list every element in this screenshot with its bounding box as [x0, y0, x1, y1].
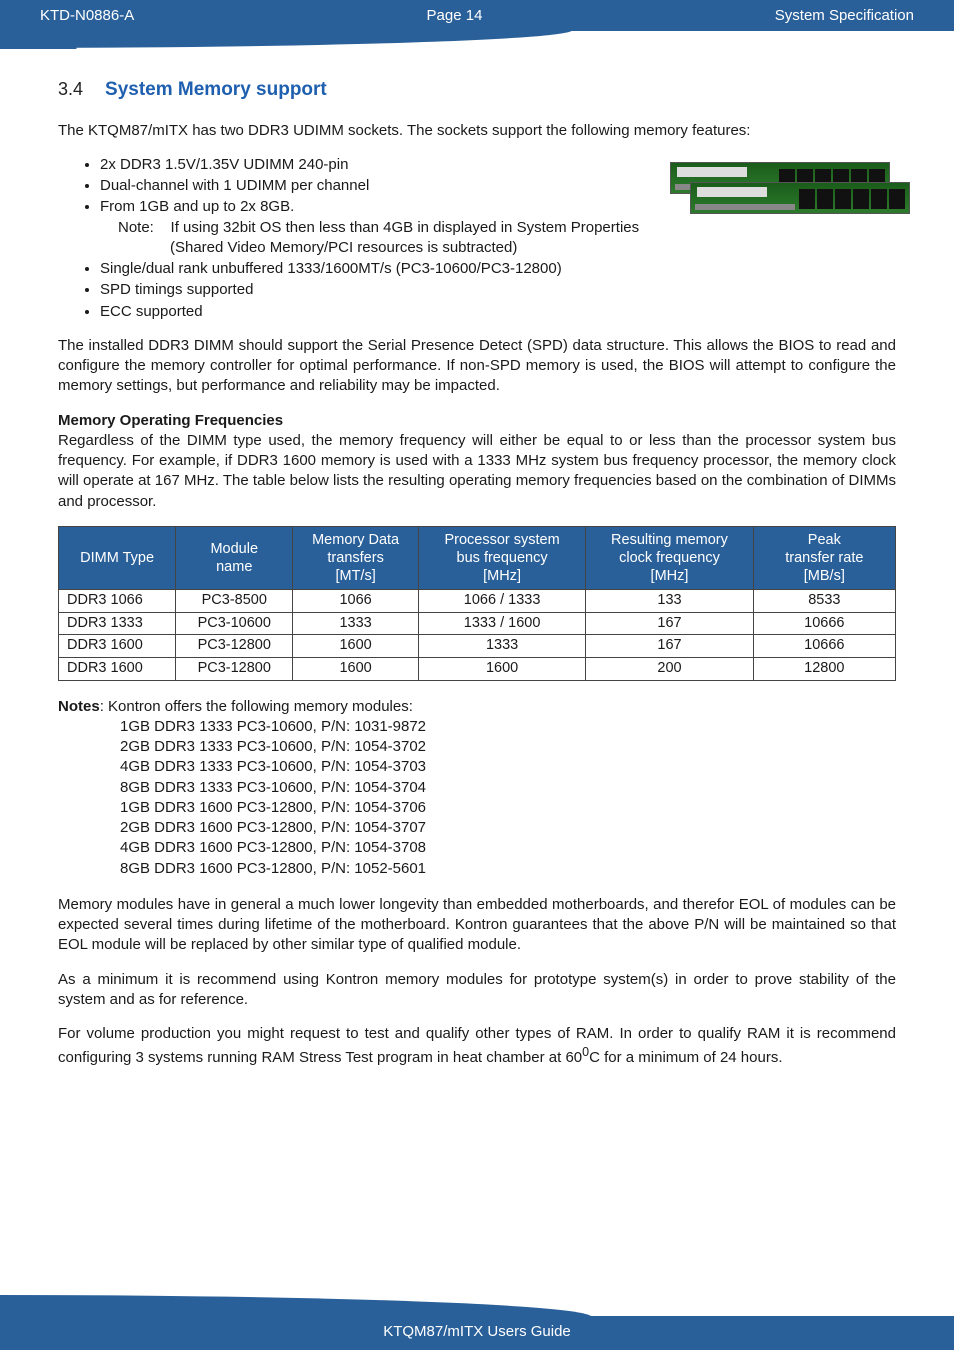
- volume-paragraph: For volume production you might request …: [58, 1024, 896, 1069]
- page-footer-wrap: KTQM87/mITX Users Guide: [0, 1294, 954, 1350]
- header-section-title: System Specification: [775, 7, 954, 24]
- table-cell: DDR3 1600: [59, 657, 176, 680]
- section-heading: 3.4 System Memory support: [58, 77, 896, 103]
- table-cell: PC3-12800: [176, 657, 293, 680]
- table-cell: 1600: [293, 635, 419, 658]
- list-item-text: From 1GB and up to 2x 8GB.: [100, 198, 294, 215]
- table-header: DIMM Type: [59, 526, 176, 589]
- table-cell: 8533: [753, 590, 895, 613]
- table-cell: 1333: [293, 612, 419, 635]
- table-row: DDR3 1333 PC3-10600 1333 1333 / 1600 167…: [59, 612, 896, 635]
- table-cell: DDR3 1066: [59, 590, 176, 613]
- table-cell: 1333: [418, 635, 585, 658]
- table-cell: PC3-12800: [176, 635, 293, 658]
- note-text: If using 32bit OS then less than 4GB in …: [171, 219, 640, 236]
- table-cell: 1600: [293, 657, 419, 680]
- footer-curve-decoration: [0, 1294, 954, 1316]
- table-header: Resulting memoryclock frequency[MHz]: [586, 526, 753, 589]
- table-cell: 1600: [418, 657, 585, 680]
- header-page-number: Page 14: [134, 7, 775, 24]
- frequency-table: DIMM Type Modulename Memory Datatransfer…: [58, 526, 896, 681]
- table-cell: PC3-10600: [176, 612, 293, 635]
- minimum-paragraph: As a minimum it is recommend using Kontr…: [58, 970, 896, 1011]
- note-line: Note: If using 32bit OS then less than 4…: [118, 218, 896, 238]
- ram-module-image: [670, 162, 910, 220]
- notes-lead-text: : Kontron offers the following memory mo…: [100, 698, 413, 715]
- table-row: DDR3 1066 PC3-8500 1066 1066 / 1333 133 …: [59, 590, 896, 613]
- section-title: System Memory support: [105, 79, 327, 100]
- mof-paragraph: Regardless of the DIMM type used, the me…: [58, 431, 896, 512]
- table-body: DDR3 1066 PC3-8500 1066 1066 / 1333 133 …: [59, 590, 896, 680]
- module-item: 8GB DDR3 1333 PC3-10600, P/N: 1054-3704: [120, 778, 896, 798]
- list-item: Single/dual rank unbuffered 1333/1600MT/…: [100, 259, 896, 279]
- table-cell: 10666: [753, 612, 895, 635]
- module-item: 2GB DDR3 1333 PC3-10600, P/N: 1054-3702: [120, 737, 896, 757]
- notes-block: Notes: Kontron offers the following memo…: [58, 697, 896, 879]
- mof-heading: Memory Operating Frequencies: [58, 411, 896, 431]
- table-row: DDR3 1600 PC3-12800 1600 1333 167 10666: [59, 635, 896, 658]
- module-item: 1GB DDR3 1333 PC3-10600, P/N: 1031-9872: [120, 717, 896, 737]
- table-cell: 12800: [753, 657, 895, 680]
- modules-list: 1GB DDR3 1333 PC3-10600, P/N: 1031-9872 …: [120, 717, 896, 879]
- module-item: 2GB DDR3 1600 PC3-12800, P/N: 1054-3707: [120, 818, 896, 838]
- table-header: Processor systembus frequency[MHz]: [418, 526, 585, 589]
- note-label: Note:: [118, 219, 154, 236]
- table-cell: 167: [586, 612, 753, 635]
- table-row: DDR3 1600 PC3-12800 1600 1600 200 12800: [59, 657, 896, 680]
- table-header: Memory Datatransfers[MT/s]: [293, 526, 419, 589]
- table-header: Modulename: [176, 526, 293, 589]
- ram-stick-icon: [690, 182, 910, 214]
- intro-paragraph: The KTQM87/mITX has two DDR3 UDIMM socke…: [58, 121, 896, 141]
- list-item: SPD timings supported: [100, 280, 896, 300]
- page-footer: KTQM87/mITX Users Guide: [0, 1316, 954, 1350]
- note-line: (Shared Video Memory/PCI resources is su…: [170, 238, 896, 258]
- table-cell: 10666: [753, 635, 895, 658]
- table-cell: 200: [586, 657, 753, 680]
- table-cell: 1066 / 1333: [418, 590, 585, 613]
- volume-text-b: C for a minimum of 24 hours.: [589, 1049, 782, 1066]
- page-header: KTD-N0886-A Page 14 System Specification: [0, 0, 954, 31]
- eol-paragraph: Memory modules have in general a much lo…: [58, 895, 896, 956]
- module-item: 4GB DDR3 1600 PC3-12800, P/N: 1054-3708: [120, 838, 896, 858]
- spd-paragraph: The installed DDR3 DIMM should support t…: [58, 336, 896, 397]
- notes-lead: Notes: Kontron offers the following memo…: [58, 697, 896, 717]
- table-cell: DDR3 1333: [59, 612, 176, 635]
- table-header-row: DIMM Type Modulename Memory Datatransfer…: [59, 526, 896, 589]
- table-cell: DDR3 1600: [59, 635, 176, 658]
- table-cell: PC3-8500: [176, 590, 293, 613]
- module-item: 1GB DDR3 1600 PC3-12800, P/N: 1054-3706: [120, 798, 896, 818]
- table-cell: 1066: [293, 590, 419, 613]
- table-cell: 167: [586, 635, 753, 658]
- section-number: 3.4: [58, 79, 83, 99]
- module-item: 4GB DDR3 1333 PC3-10600, P/N: 1054-3703: [120, 757, 896, 777]
- table-cell: 1333 / 1600: [418, 612, 585, 635]
- header-curve-decoration: [0, 31, 954, 49]
- notes-label: Notes: [58, 698, 100, 715]
- module-item: 8GB DDR3 1600 PC3-12800, P/N: 1052-5601: [120, 859, 896, 879]
- table-cell: 133: [586, 590, 753, 613]
- table-header: Peaktransfer rate[MB/s]: [753, 526, 895, 589]
- list-item: ECC supported: [100, 302, 896, 322]
- header-doc-id: KTD-N0886-A: [0, 7, 134, 24]
